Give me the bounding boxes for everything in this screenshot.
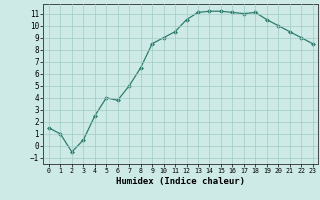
X-axis label: Humidex (Indice chaleur): Humidex (Indice chaleur) (116, 177, 245, 186)
